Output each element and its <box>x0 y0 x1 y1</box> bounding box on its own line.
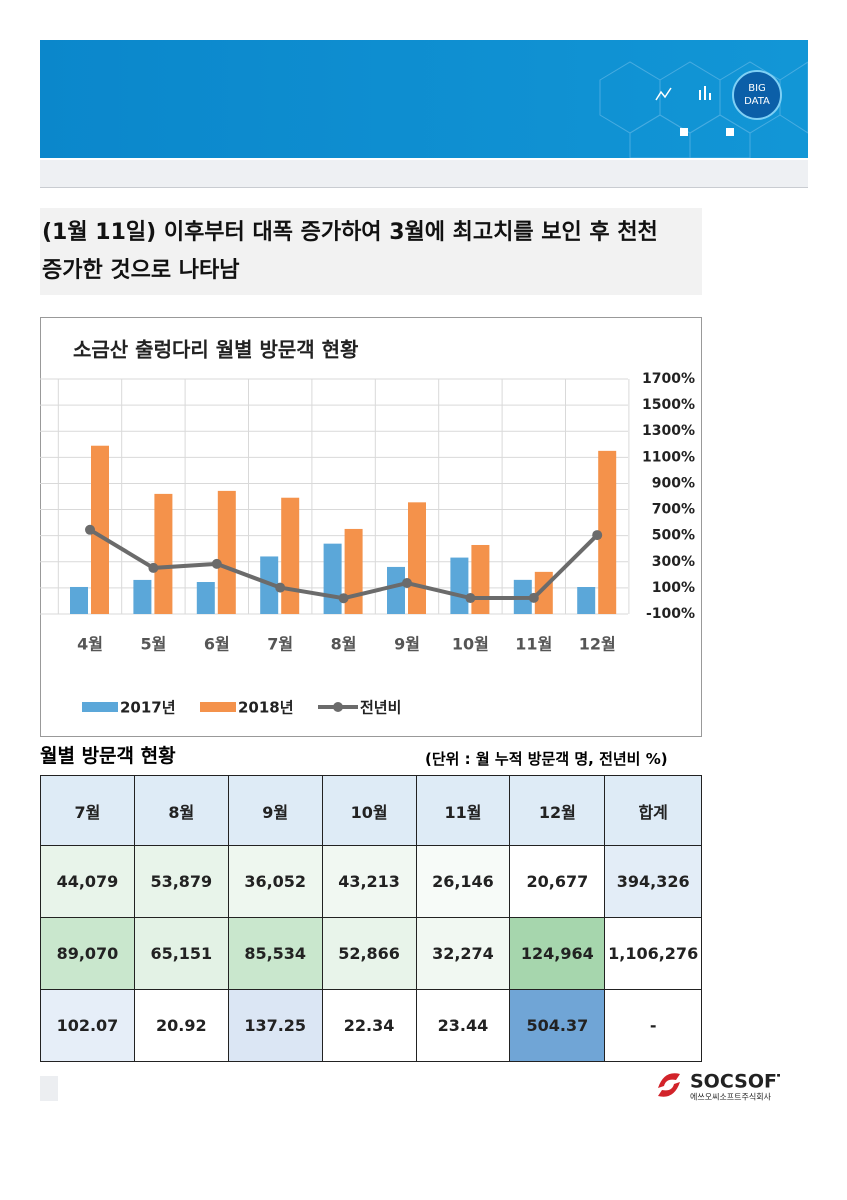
table-cell: 43,213 <box>321 845 417 918</box>
chart: 소금산 출렁다리 월별 방문객 현황 1700% 1500% 1300% 1100% 9… <box>40 317 702 737</box>
line-point <box>275 582 286 593</box>
banner-art: BIG DATA <box>599 61 809 159</box>
chart-title: 소금산 출렁다리 월별 방문객 현황 <box>73 338 359 362</box>
table-cell: 137.25 <box>227 989 323 1062</box>
legend-swatch <box>82 702 118 712</box>
bar <box>323 543 342 614</box>
bar <box>70 586 88 614</box>
legend-label: 2018년 <box>238 699 294 717</box>
summary-line: 증가한 것으로 나타남 <box>42 258 240 283</box>
y2-tick-label: 1700% <box>642 371 695 387</box>
header-row: 7월 8월 9월 10월 11월 12월 합계 <box>40 775 702 846</box>
y2-tick-label: 1100% <box>642 449 695 465</box>
table-row: 102.07 20.92 137.25 22.34 23.44 504.37- <box>40 989 702 1062</box>
table-cell: 102.07 <box>40 989 135 1062</box>
table-cell: 52,866 <box>321 917 417 990</box>
table-cell: 65,151 <box>133 917 229 990</box>
line-point <box>211 558 222 569</box>
logo: SOCSOFT 에쓰오씨소프트주식회사 <box>658 1071 780 1102</box>
table-cell: 44,079 <box>40 845 135 918</box>
page-tab <box>40 1076 58 1101</box>
line-point <box>592 530 603 541</box>
bar <box>598 450 617 614</box>
bar <box>471 544 490 614</box>
bar <box>577 587 596 614</box>
table-title: 월별 방문객 현황 <box>40 745 176 767</box>
y2-tick-label: 100% <box>652 580 695 596</box>
x-tick-label: 8월 <box>331 635 357 654</box>
legend-swatch <box>333 702 343 712</box>
line-point <box>528 592 539 603</box>
table-row: 44,079 53,879 36,052 43,213 26,146 20,677 394,… <box>40 845 702 918</box>
table-cell: - <box>604 989 702 1062</box>
y2-tick-label: 700% <box>652 502 695 518</box>
x-tick-label: 5월 <box>140 635 166 654</box>
table-unit: (단위 : 월 누적 방문객 명, 전년비 %) <box>425 750 668 768</box>
table-cell: 36,052 <box>227 845 323 918</box>
bar <box>133 579 152 614</box>
chart-frame <box>40 317 702 737</box>
line-point <box>338 593 349 604</box>
bar <box>450 557 469 614</box>
bar <box>387 566 405 614</box>
table-cell: 22.34 <box>321 989 417 1062</box>
company-name: 에쓰오씨소프트주식회사 <box>690 1093 772 1102</box>
table-cell: 20,677 <box>509 845 606 918</box>
table-cell: 124,964 <box>509 917 606 990</box>
header-cell: 8월 <box>133 775 229 846</box>
line-point <box>465 593 476 604</box>
y2-tick-label: 1300% <box>642 423 695 439</box>
badge-text: DATA <box>744 96 770 107</box>
line-point <box>402 578 412 589</box>
y2-tick-label: 1500% <box>642 397 695 413</box>
x-tick-label: 7월 <box>267 635 293 654</box>
header-cell: 11월 <box>415 775 511 846</box>
header-cell: 10월 <box>321 775 417 846</box>
x-tick-label: 11월 <box>515 635 552 654</box>
x-tick-label: 9월 <box>394 635 420 654</box>
bar <box>217 490 236 614</box>
bar <box>154 493 173 614</box>
table-cell: 504.37 <box>509 989 606 1062</box>
y2-tick-label: 500% <box>652 528 695 544</box>
summary-line: (1월 11일) 이후부터 대폭 증가하여 3월에 최고치를 보인 후 천천 <box>42 220 658 245</box>
legend-label: 2017년 <box>120 699 176 717</box>
legend-label: 전년비 <box>360 699 401 717</box>
x-tick-label: 6월 <box>204 635 230 654</box>
table-cell: 89,070 <box>40 917 135 990</box>
summary-box: (1월 11일) 이후부터 대폭 증가하여 3월에 최고치를 보인 후 천천 증… <box>40 208 702 295</box>
table-cell: 53,879 <box>133 845 229 918</box>
y2-tick-label: -100% <box>646 606 695 622</box>
table-cell: 1,106,276 <box>604 917 702 990</box>
logo-text: SOCSOFT <box>690 1071 780 1093</box>
line-point <box>85 524 95 535</box>
legend-swatch <box>200 702 236 712</box>
x-tick-label: 4월 <box>77 635 103 654</box>
data-table: 7월 8월 9월 10월 11월 12월 합계 44,079 53,879 36,052 43,21… <box>40 775 702 1062</box>
toolbar <box>40 160 808 188</box>
table-cell: 26,146 <box>415 845 511 918</box>
bar <box>196 582 215 614</box>
bar <box>91 445 109 614</box>
header-cell: 9월 <box>227 775 323 846</box>
line-point <box>148 562 159 573</box>
y2-tick-label: 300% <box>652 554 695 570</box>
table-cell: 85,534 <box>227 917 323 990</box>
table-cell: 23.44 <box>415 989 511 1062</box>
x-tick-label: 10월 <box>452 635 489 654</box>
table-row: 89,070 65,151 85,534 52,866 32,274 124,964 1,1… <box>40 917 702 990</box>
header-cell: 합계 <box>604 775 702 846</box>
y2-tick-label: 900% <box>652 475 695 491</box>
table-cell: 394,326 <box>604 845 702 918</box>
header-cell: 12월 <box>509 775 606 846</box>
banner: BIG DATA <box>40 40 809 159</box>
badge-text: BIG <box>748 83 766 94</box>
table-cell: 32,274 <box>415 917 511 990</box>
x-tick-label: 12월 <box>579 635 616 654</box>
header-cell: 7월 <box>40 775 135 846</box>
bar <box>408 502 426 614</box>
table-cell: 20.92 <box>133 989 229 1062</box>
bar <box>281 497 300 614</box>
